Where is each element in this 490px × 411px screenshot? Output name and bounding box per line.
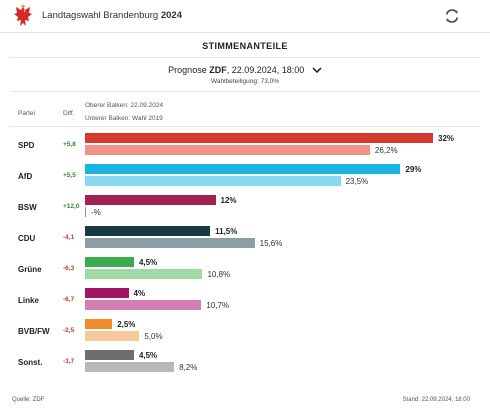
column-header-diff: Diff.: [63, 110, 75, 117]
forecast-selector[interactable]: Prognose ZDF, 22.09.2024, 18:00: [0, 65, 490, 75]
value-current: 4%: [133, 289, 146, 298]
party-diff: +5,8: [63, 141, 76, 148]
app-header: Landtagswahl Brandenburg 2024: [0, 0, 490, 33]
party-name: Sonst.: [18, 358, 43, 367]
app-title-year: 2024: [160, 10, 182, 21]
value-previous: 10,7%: [206, 301, 230, 310]
party-row: SPD +5,8 32% 26,2%: [0, 131, 490, 161]
party-name: AfD: [18, 172, 33, 181]
value-current: 11,5%: [215, 227, 238, 236]
party-name: CDU: [18, 234, 36, 243]
divider: [10, 91, 480, 92]
forecast-label: Prognose: [168, 65, 207, 75]
value-current: 29%: [405, 165, 422, 174]
party-row: Sonst. -3,7 4,5% 8,2%: [0, 348, 490, 378]
bar-current: [85, 226, 211, 236]
party-name: Grüne: [18, 265, 42, 274]
bar-current: [85, 195, 216, 205]
footer-timestamp: Stand: 22.09.2024, 18:00: [402, 397, 470, 403]
value-current: 4,5%: [138, 351, 158, 360]
footer-source: Quelle: ZDF: [12, 397, 45, 403]
party-diff: -4,1: [63, 234, 75, 241]
column-header-party: Partei: [18, 110, 35, 117]
divider: [10, 57, 480, 58]
party-row: CDU -4,1 11,5% 15,6%: [0, 224, 490, 254]
value-previous: 5,0%: [144, 332, 163, 341]
legend-lower: Unterer Balken: Wahl 2019: [85, 115, 163, 122]
section-title: STIMMENANTEILE: [202, 41, 288, 51]
bar-previous: [85, 362, 175, 372]
party-row: BVB/FW -2,5 2,5% 5,0%: [0, 317, 490, 347]
value-previous: 26,2%: [374, 146, 398, 155]
app-title: Landtagswahl Brandenburg 2024: [42, 10, 182, 21]
party-diff: -6,7: [63, 296, 75, 303]
party-diff: -6,3: [63, 265, 75, 272]
party-name: BVB/FW: [18, 327, 50, 336]
bar-previous: [85, 145, 370, 155]
party-name: Linke: [18, 296, 39, 305]
legend-upper: Oberer Balken: 22.09.2024: [85, 102, 164, 109]
party-row: Grüne -6,3 4,5% 10,8%: [0, 255, 490, 285]
brandenburg-eagle-icon: [14, 4, 32, 26]
bar-previous: [85, 176, 341, 186]
value-previous: 10,8%: [207, 270, 231, 279]
bar-current: [85, 288, 129, 298]
refresh-icon[interactable]: [443, 7, 461, 25]
bar-previous: [85, 207, 86, 217]
value-previous: -%: [91, 208, 101, 217]
bar-previous: [85, 331, 140, 341]
party-diff: -2,5: [63, 327, 75, 334]
party-name: SPD: [18, 141, 35, 150]
bar-previous: [85, 269, 203, 279]
bar-current: [85, 350, 134, 360]
turnout: Wahlbeteiligung: 73,0%: [210, 78, 280, 85]
forecast-source: ZDF: [209, 65, 227, 75]
bar-current: [85, 257, 134, 267]
party-row: Linke -6,7 4% 10,7%: [0, 286, 490, 316]
bar-previous: [85, 238, 255, 248]
bar-current: [85, 319, 113, 329]
party-row: BSW +12,0 12% -%: [0, 193, 490, 223]
party-row: AfD +5,5 29% 23,5%: [0, 162, 490, 192]
value-current: 2,5%: [117, 320, 136, 329]
value-previous: 8,2%: [179, 363, 198, 372]
value-current: 12%: [220, 196, 237, 205]
bar-current: [85, 133, 433, 143]
party-diff: -3,7: [63, 358, 75, 365]
value-previous: 23,5%: [345, 177, 369, 186]
party-diff: +5,5: [63, 172, 76, 179]
party-diff: +12,0: [63, 203, 80, 210]
divider: [10, 126, 480, 127]
bar-previous: [85, 300, 202, 310]
party-name: BSW: [18, 203, 37, 212]
forecast-datetime: , 22.09.2024, 18:00: [226, 65, 305, 75]
app-title-text: Landtagswahl Brandenburg: [42, 10, 159, 21]
value-previous: 15,6%: [259, 239, 283, 248]
value-current: 32%: [438, 134, 455, 143]
bar-current: [85, 164, 401, 174]
value-current: 4,5%: [138, 258, 158, 267]
chevron-down-icon: [312, 67, 322, 74]
